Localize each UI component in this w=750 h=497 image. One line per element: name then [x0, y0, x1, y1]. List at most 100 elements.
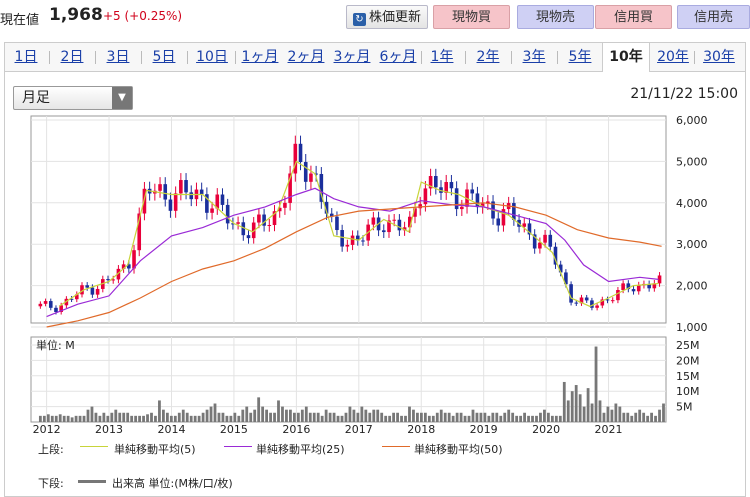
volume-bar — [265, 409, 269, 422]
volume-bar — [404, 415, 407, 422]
volume-axis-tick-label: 20M — [676, 354, 700, 367]
price-change: +5 (+0.25%) — [103, 9, 183, 23]
volume-bar — [658, 409, 661, 422]
candle-body — [428, 176, 433, 189]
price-axis-tick-label: 3,000 — [676, 238, 708, 251]
volume-bar — [495, 412, 499, 422]
moving-average-line — [46, 187, 659, 318]
volume-bar — [443, 412, 447, 422]
candle-body — [564, 272, 568, 285]
tab-10d[interactable]: 10日 — [196, 49, 228, 65]
volume-bar — [261, 406, 265, 422]
volume-bar — [419, 412, 423, 422]
legend-upper-label: 上段: — [38, 443, 64, 456]
tab-30y[interactable]: 30年 — [703, 49, 735, 65]
volume-bar — [205, 409, 209, 422]
volume-bar — [197, 415, 201, 422]
candle-body — [132, 250, 136, 269]
tab-1m[interactable]: 1ヶ月 — [241, 49, 279, 65]
volume-bar — [82, 415, 86, 422]
chart-type-value: 月足 — [22, 90, 50, 106]
volume-bar — [324, 409, 328, 422]
candle-body — [407, 216, 412, 228]
tab-1y[interactable]: 1年 — [430, 49, 454, 65]
chart-type-select[interactable]: 月足 ▼ — [13, 86, 133, 110]
tab-2d[interactable]: 2日 — [60, 49, 84, 65]
tab-3m[interactable]: 3ヶ月 — [333, 49, 371, 65]
volume-bar — [249, 412, 253, 422]
chart-legend: 上段: 単純移動平均(5) 単純移動平均(25) 単純移動平均(50) 下段: … — [30, 433, 740, 493]
tab-1d[interactable]: 1日 — [14, 49, 38, 65]
chevron-down-icon: ▼ — [112, 87, 132, 109]
volume-bar — [193, 415, 197, 422]
volume-bar — [237, 415, 241, 422]
volume-bar — [336, 415, 340, 422]
volume-bar — [471, 409, 475, 422]
candle-body — [460, 206, 464, 210]
volume-bar — [650, 412, 653, 422]
candle-body — [652, 283, 657, 289]
tab-10y[interactable]: 10年 — [602, 43, 650, 72]
volume-bar — [285, 409, 288, 422]
volume-bar — [634, 412, 638, 422]
candle-body — [173, 193, 178, 211]
candle-body — [496, 218, 501, 226]
candle-body — [74, 294, 79, 300]
volume-bar — [62, 415, 66, 422]
price-axis-tick-label: 5,000 — [676, 155, 708, 168]
moving-average-line — [58, 160, 659, 307]
update-price-button[interactable]: ↻ 株価更新 — [346, 5, 428, 29]
candle-body — [501, 209, 506, 226]
price-axis-tick-label: 2,000 — [676, 280, 708, 293]
volume-bar — [217, 412, 221, 422]
tab-divider — [95, 51, 96, 64]
tab-divider — [557, 51, 558, 64]
candle-body — [215, 194, 220, 209]
volume-bar — [511, 412, 515, 422]
tab-2m[interactable]: 2ヶ月 — [287, 49, 325, 65]
candle-body — [231, 223, 235, 225]
volume-bar — [447, 412, 451, 422]
volume-bar — [491, 412, 495, 422]
volume-bar — [562, 381, 566, 422]
volume-bar — [150, 412, 153, 422]
volume-bar — [158, 400, 161, 422]
volume-bar — [602, 412, 606, 422]
volume-bar — [289, 409, 292, 422]
year-axis-tick-label: 2014 — [157, 423, 185, 436]
tab-20y[interactable]: 20年 — [657, 49, 689, 65]
tab-5y[interactable]: 5年 — [568, 49, 592, 65]
margin-buy-button[interactable]: 信用買 — [595, 5, 672, 29]
spot-sell-button[interactable]: 現物売 — [517, 5, 594, 29]
volume-bar — [598, 400, 602, 422]
tab-6m[interactable]: 6ヶ月 — [379, 49, 417, 65]
tab-2y[interactable]: 2年 — [476, 49, 500, 65]
current-price-label: 現在値 — [0, 13, 40, 28]
tab-3d[interactable]: 3日 — [106, 49, 130, 65]
volume-bar — [78, 415, 82, 422]
tab-3y[interactable]: 3年 — [522, 49, 546, 65]
candle-body — [205, 194, 209, 213]
spot-buy-button[interactable]: 現物買 — [433, 5, 510, 29]
candle-body — [626, 283, 631, 290]
candle-body — [590, 300, 594, 308]
candle-body — [236, 222, 240, 224]
volume-bar — [308, 412, 312, 422]
candle-body — [569, 284, 573, 303]
candle-body — [350, 235, 355, 245]
candle-body — [272, 211, 277, 226]
volume-bar — [499, 415, 503, 422]
tab-divider — [465, 51, 466, 64]
volume-bar — [570, 391, 574, 422]
candle-body — [636, 285, 641, 292]
volume-bar — [388, 415, 392, 422]
tab-5d[interactable]: 5日 — [152, 49, 176, 65]
candle-body — [486, 201, 490, 204]
price-axis-tick-label: 4,000 — [676, 197, 708, 210]
volume-bar — [225, 415, 229, 422]
volume-bar — [102, 412, 106, 422]
margin-sell-button[interactable]: 信用売 — [677, 5, 750, 29]
candle-body — [475, 193, 480, 208]
candle-body — [418, 204, 423, 209]
volume-bar — [281, 406, 284, 422]
